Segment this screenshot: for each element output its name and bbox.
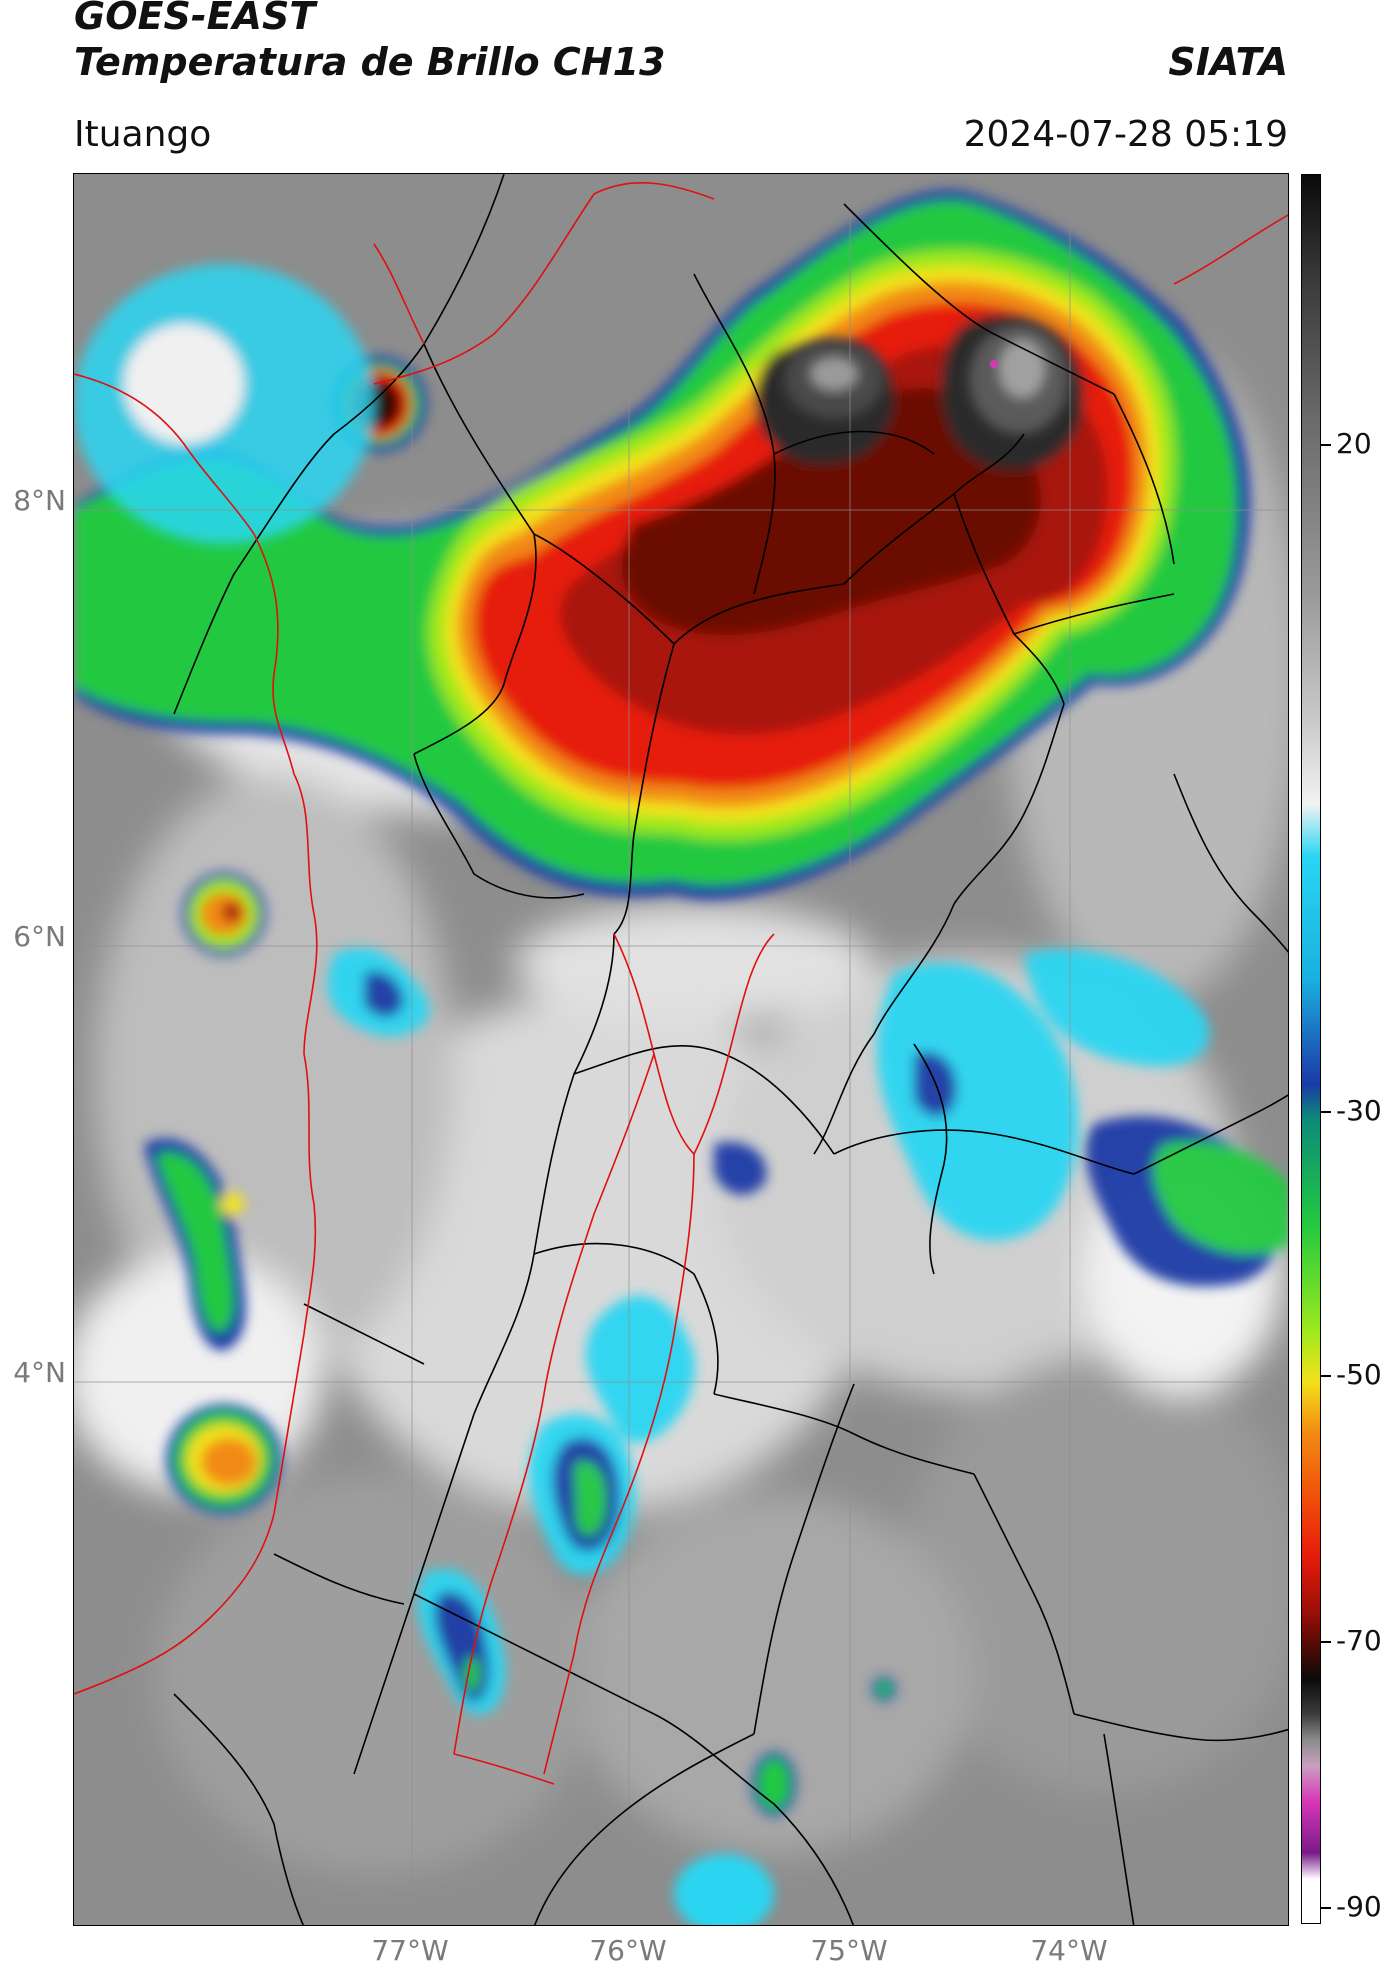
satellite-title: GOES-EAST — [74, 0, 316, 38]
lat-label-6n: 6°N — [13, 920, 66, 953]
location-label: Ituango — [74, 114, 212, 155]
colorbar-label-20: 20 — [1336, 427, 1372, 460]
lat-label-4n: 4°N — [13, 1356, 66, 1389]
colorbar-label-minus50: -50 — [1336, 1358, 1382, 1391]
colorbar-tick-minus50 — [1321, 1375, 1331, 1377]
department-borders — [74, 182, 1288, 1785]
colorbar-label-minus90: -90 — [1336, 1890, 1382, 1923]
colorbar-tick-20 — [1321, 444, 1331, 446]
lon-label-77w: 77°W — [371, 1934, 449, 1967]
organization-label: SIATA — [1168, 40, 1288, 84]
colorbar — [1301, 174, 1321, 1924]
colorbar-tick-minus70 — [1321, 1641, 1331, 1643]
lon-label-75w: 75°W — [810, 1934, 888, 1967]
map-canvas — [74, 174, 1288, 1925]
lon-label-74w: 74°W — [1030, 1934, 1108, 1967]
product-title: Temperatura de Brillo CH13 — [74, 40, 666, 84]
colorbar-label-minus70: -70 — [1336, 1624, 1382, 1657]
colorbar-tick-minus30 — [1321, 1111, 1331, 1113]
satellite-map[interactable] — [73, 173, 1289, 1926]
convective-cells — [74, 264, 896, 1925]
municipal-borders — [173, 174, 1288, 1925]
lon-label-76w: 76°W — [589, 1934, 667, 1967]
timestamp-label: 2024-07-28 05:19 — [963, 114, 1288, 155]
scattered-convection — [327, 947, 1288, 1715]
lat-label-8n: 8°N — [13, 484, 66, 517]
colorbar-label-minus30: -30 — [1336, 1094, 1382, 1127]
graticule — [74, 174, 1288, 1925]
colorbar-tick-minus90 — [1321, 1907, 1331, 1909]
